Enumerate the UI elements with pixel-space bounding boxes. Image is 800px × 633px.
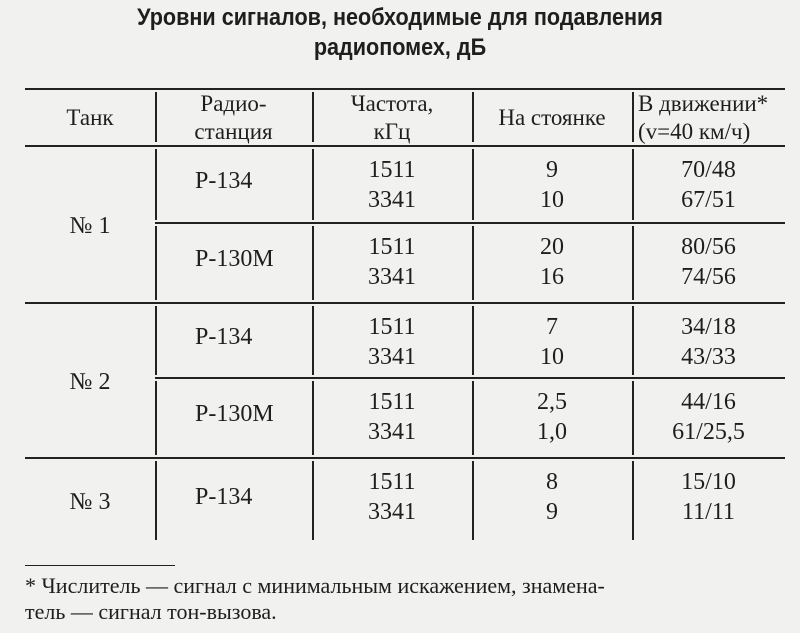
column-divider [312, 381, 314, 455]
freq-cell: 1511 [368, 234, 416, 260]
moving-cell: 67/51 [681, 187, 736, 213]
moving-cell: 15/10 [681, 469, 736, 495]
row-divider [155, 222, 785, 224]
freq-cell: 1511 [368, 157, 416, 183]
column-divider [312, 226, 314, 300]
parked-cell: 1,0 [537, 419, 567, 445]
column-divider [632, 149, 634, 220]
column-divider [155, 306, 157, 375]
parked-cell: 7 [546, 314, 558, 340]
header-tank: Танк [66, 105, 114, 130]
column-divider [155, 381, 157, 455]
parked-cell: 20 [540, 234, 564, 260]
tank-cell: № 3 [69, 488, 111, 515]
header-radio: Радио-станция [194, 91, 273, 144]
footnote-line-1: * Числитель — сигнал с минимальным искаж… [25, 573, 605, 598]
radio-station-cell: Р-130М [195, 401, 274, 427]
column-divider [312, 149, 314, 220]
footnote-rule [25, 565, 175, 566]
tank-cell: № 2 [69, 368, 111, 395]
parked-cell: 16 [540, 264, 564, 290]
freq-cell: 1511 [368, 469, 416, 495]
table-top-rule [25, 88, 785, 90]
freq-cell: 3341 [368, 499, 416, 525]
freq-cell: 3341 [368, 187, 416, 213]
column-divider [632, 461, 634, 540]
moving-cell: 34/18 [681, 314, 736, 340]
row-divider [25, 302, 785, 304]
row-divider [155, 377, 785, 379]
parked-cell: 9 [546, 157, 558, 183]
radio-station-cell: Р-134 [195, 167, 253, 194]
parked-cell: 2,5 [537, 389, 567, 415]
parked-cell: 10 [540, 344, 564, 370]
column-divider [472, 461, 474, 540]
column-divider [632, 92, 634, 142]
column-divider [472, 226, 474, 300]
table-title-line-2: радиопомех, дБ [313, 34, 487, 61]
column-divider [632, 226, 634, 300]
radio-station-cell: Р-130М [195, 246, 274, 272]
freq-cell: 3341 [368, 344, 416, 370]
header-frequency: Частота, кГц [350, 91, 434, 144]
column-divider [472, 92, 474, 142]
moving-cell: 43/33 [681, 344, 736, 370]
moving-cell: 70/48 [681, 157, 736, 183]
moving-cell: 44/16 [681, 389, 736, 415]
column-divider [312, 92, 314, 142]
column-divider [155, 149, 157, 220]
radio-station-cell: Р-134 [195, 483, 253, 510]
column-divider [472, 306, 474, 375]
column-divider [312, 461, 314, 540]
table-title-line-1: Уровни сигналов, необходимые для подавле… [137, 4, 663, 31]
column-divider [312, 306, 314, 375]
header-moving: В движении* (v=40 км/ч) [638, 91, 769, 144]
column-divider [155, 92, 157, 142]
moving-cell: 74/56 [681, 264, 736, 290]
freq-cell: 1511 [368, 314, 416, 340]
header-rule [25, 145, 785, 147]
freq-cell: 3341 [368, 264, 416, 290]
parked-cell: 8 [546, 469, 558, 495]
column-divider [155, 461, 157, 540]
header-parked: На стоянке [498, 105, 606, 130]
radio-station-cell: Р-134 [195, 323, 253, 350]
tank-cell: № 1 [69, 212, 111, 239]
parked-cell: 10 [540, 187, 564, 213]
moving-cell: 11/11 [682, 499, 735, 525]
column-divider [632, 306, 634, 375]
column-divider [472, 381, 474, 455]
column-divider [472, 149, 474, 220]
row-divider [25, 457, 785, 459]
footnote-line-2: тель — сигнал тон-вызова. [25, 599, 277, 624]
parked-cell: 9 [546, 499, 558, 525]
column-divider [632, 381, 634, 455]
moving-cell: 61/25,5 [672, 419, 745, 445]
column-divider [155, 226, 157, 300]
moving-cell: 80/56 [681, 234, 736, 260]
freq-cell: 1511 [368, 389, 416, 415]
freq-cell: 3341 [368, 419, 416, 445]
